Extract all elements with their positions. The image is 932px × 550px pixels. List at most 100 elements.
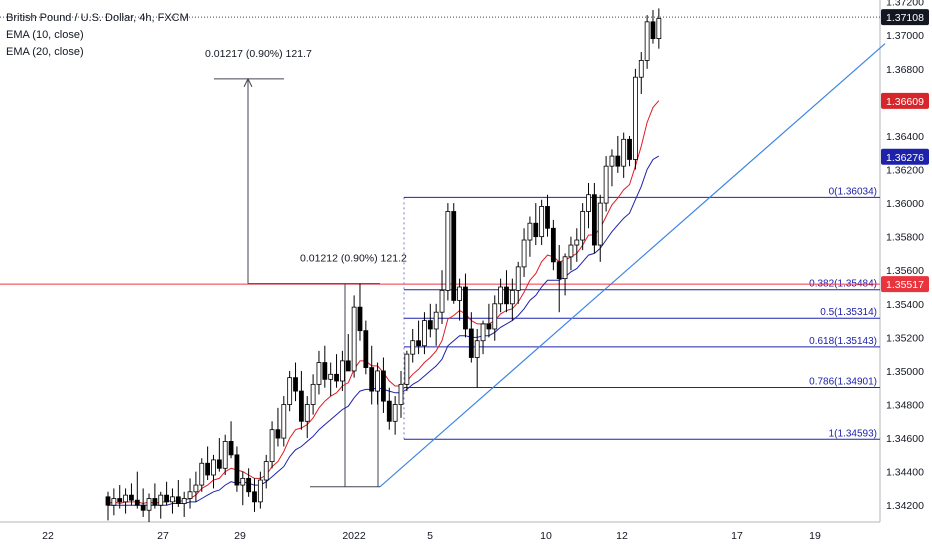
candle: [369, 345, 375, 405]
ema10-price-tag: 1.36609: [881, 92, 929, 109]
ascending-trend-line[interactable]: [379, 43, 886, 488]
time-tick-label: 19: [809, 530, 821, 542]
price-tag-value: 1.35517: [886, 279, 924, 291]
ema10-legend[interactable]: EMA (10, close): [6, 29, 84, 41]
candle-body: [246, 477, 252, 493]
candle-body: [621, 138, 627, 167]
candle-body: [486, 323, 492, 330]
candle-body: [105, 496, 111, 506]
candle: [386, 387, 392, 430]
time-tick-label: 5: [427, 530, 433, 542]
candle: [463, 273, 468, 338]
candle: [269, 421, 275, 469]
candle: [586, 182, 591, 229]
price-tag-value: 1.36609: [886, 96, 924, 108]
candle-body: [574, 239, 580, 246]
time-tick-label: 29: [234, 530, 246, 542]
price-tick-label: 1.37200: [886, 0, 924, 9]
price-tag-background: [881, 92, 929, 109]
candle-body: [193, 484, 199, 493]
candle-body: [644, 21, 650, 61]
candle: [591, 182, 597, 254]
candle-body: [509, 289, 515, 305]
candle-body: [263, 461, 269, 481]
candle-body: [339, 360, 345, 382]
candle: [433, 303, 439, 346]
candle-body: [545, 206, 550, 229]
candle-body: [287, 377, 293, 405]
candle: [486, 303, 492, 338]
candle: [216, 438, 222, 472]
candle: [357, 283, 363, 341]
candle-body: [298, 390, 304, 422]
candle-body: [527, 222, 533, 241]
candle-body: [351, 306, 357, 372]
symbol-title[interactable]: British Pound / U.S. Dollar, 4h, FXCM: [6, 12, 189, 24]
candle-body: [375, 370, 380, 392]
candle-body: [252, 491, 257, 503]
time-axis[interactable]: 22 27 29 2022 5 10 12 17 19: [42, 530, 821, 542]
candles: [105, 8, 662, 522]
ema20-legend[interactable]: EMA (20, close): [6, 46, 84, 58]
candle-body: [638, 60, 644, 78]
fib-level-label: 1(1.34593): [829, 428, 877, 439]
candle: [252, 478, 257, 512]
candle-body: [369, 367, 375, 392]
candle: [158, 491, 164, 519]
candle-body: [556, 261, 562, 280]
candle-body: [580, 211, 586, 241]
candle: [146, 493, 152, 522]
candle-body: [463, 286, 468, 330]
candle-body: [398, 383, 404, 405]
price-tick-label: 1.35400: [886, 299, 924, 311]
candle-body: [603, 165, 609, 204]
candle-body: [550, 227, 556, 263]
candle: [375, 362, 380, 405]
candle: [550, 219, 556, 271]
price-tick-label: 1.35200: [886, 332, 924, 344]
candle-body: [427, 320, 433, 330]
candle: [515, 261, 521, 304]
candle: [293, 362, 298, 402]
fib-level-label: 0.786(1.34901): [809, 377, 877, 388]
candle: [134, 471, 140, 509]
candle-body: [392, 404, 398, 422]
projection-arrow-head: [243, 77, 253, 88]
price-tag-background: [881, 148, 929, 165]
price-tick-label: 1.36000: [886, 198, 924, 210]
candle: [603, 156, 609, 212]
price-tag-background: [881, 9, 929, 26]
candle: [363, 320, 369, 375]
candle-body: [211, 459, 216, 476]
candle-body: [328, 373, 334, 380]
fib-retracement[interactable]: 0(1.36034)0.382(1.35484)0.5(1.35314)0.61…: [403, 186, 880, 440]
candle: [175, 480, 181, 507]
candle-body: [515, 266, 521, 291]
candle-body: [615, 155, 621, 167]
price-range-measures[interactable]: 0.01212 (0.90%) 121.2 0.01217 (0.90%) 121…: [205, 48, 407, 487]
candle-body: [164, 494, 170, 503]
fib-level-label: 0.5(1.35314): [820, 307, 877, 318]
candle: [199, 458, 205, 492]
candle: [451, 203, 457, 304]
ema20-line: [108, 155, 660, 506]
candle: [556, 245, 562, 313]
candle-body: [562, 256, 568, 280]
candle: [205, 446, 211, 481]
candle-body: [539, 206, 545, 238]
candle: [568, 236, 574, 271]
candle-body: [111, 498, 117, 506]
candle-body: [129, 494, 134, 501]
candle-body: [228, 441, 234, 456]
ema-lines: [107, 100, 660, 506]
price-axis[interactable]: 1.37200 1.37000 1.36800 1.36400 1.36200 1.360…: [886, 0, 924, 512]
candle-body: [304, 404, 310, 422]
candle-body: [568, 244, 574, 258]
candle-body: [633, 76, 638, 160]
candle: [257, 471, 263, 509]
price-tick-label: 1.34200: [886, 500, 924, 512]
time-tick-label: 12: [616, 530, 628, 542]
candle-body: [269, 429, 275, 462]
price-tick-label: 1.34400: [886, 467, 924, 479]
